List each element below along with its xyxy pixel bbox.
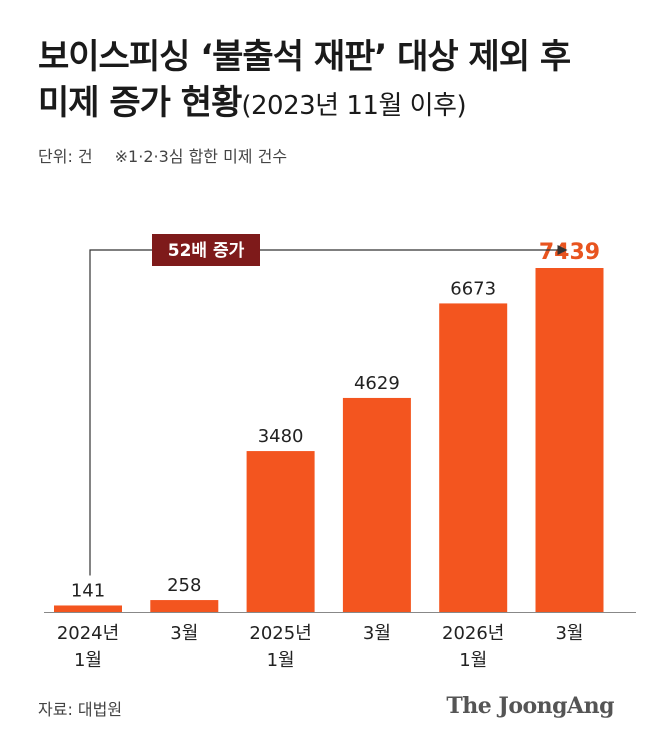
title-line-1: 보이스피싱 ‘불출석 재판’ 대상 제외 후 bbox=[38, 37, 571, 77]
chart-title: 보이스피싱 ‘불출석 재판’ 대상 제외 후 미제 증가 현황(2023년 11… bbox=[38, 34, 571, 129]
growth-badge bbox=[152, 234, 260, 266]
source-label: 자료: 대법원 bbox=[38, 700, 123, 719]
bar-3 bbox=[342, 397, 411, 612]
category-label-0-0: 2024년 bbox=[57, 623, 119, 644]
category-label-1-0: 3월 bbox=[170, 623, 198, 644]
title-line-2: 미제 증가 현황(2023년 11월 이후) bbox=[38, 80, 570, 129]
value-label-3: 4629 bbox=[354, 373, 400, 394]
category-label-4-0: 2026년 bbox=[442, 623, 504, 644]
category-label-5-0: 3월 bbox=[555, 623, 583, 644]
value-label-1: 258 bbox=[167, 575, 201, 596]
value-label-2: 3480 bbox=[258, 426, 304, 447]
bar-2 bbox=[246, 451, 315, 612]
bar-1 bbox=[150, 600, 219, 612]
category-label-3-0: 3월 bbox=[363, 623, 391, 644]
note-text: ※1·2·3심 합한 미제 건수 bbox=[114, 147, 288, 166]
value-label-0: 141 bbox=[71, 580, 105, 601]
category-label-4-1: 1월 bbox=[459, 650, 487, 671]
category-label-2-0: 2025년 bbox=[249, 623, 311, 644]
bar-4 bbox=[439, 303, 508, 612]
publisher-logo: The JoongAng bbox=[446, 693, 614, 719]
unit-label: 단위: 건 bbox=[38, 147, 93, 166]
value-label-4: 6673 bbox=[450, 278, 496, 299]
category-label-0-1: 1월 bbox=[74, 650, 102, 671]
bar-5 bbox=[535, 268, 604, 612]
category-label-2-1: 1월 bbox=[267, 650, 295, 671]
title-line-2-main: 미제 증가 현황 bbox=[38, 83, 242, 123]
bar-0 bbox=[54, 605, 122, 612]
value-label-5: 7439 bbox=[539, 240, 600, 265]
growth-arrow-head bbox=[557, 245, 568, 255]
growth-badge-label: 52배 증가 bbox=[168, 241, 245, 261]
chart-meta: 단위: 건 ※1·2·3심 합한 미제 건수 bbox=[38, 143, 287, 167]
title-line-2-sub: (2023년 11월 이후) bbox=[241, 91, 467, 121]
growth-arrow-line bbox=[89, 249, 560, 576]
